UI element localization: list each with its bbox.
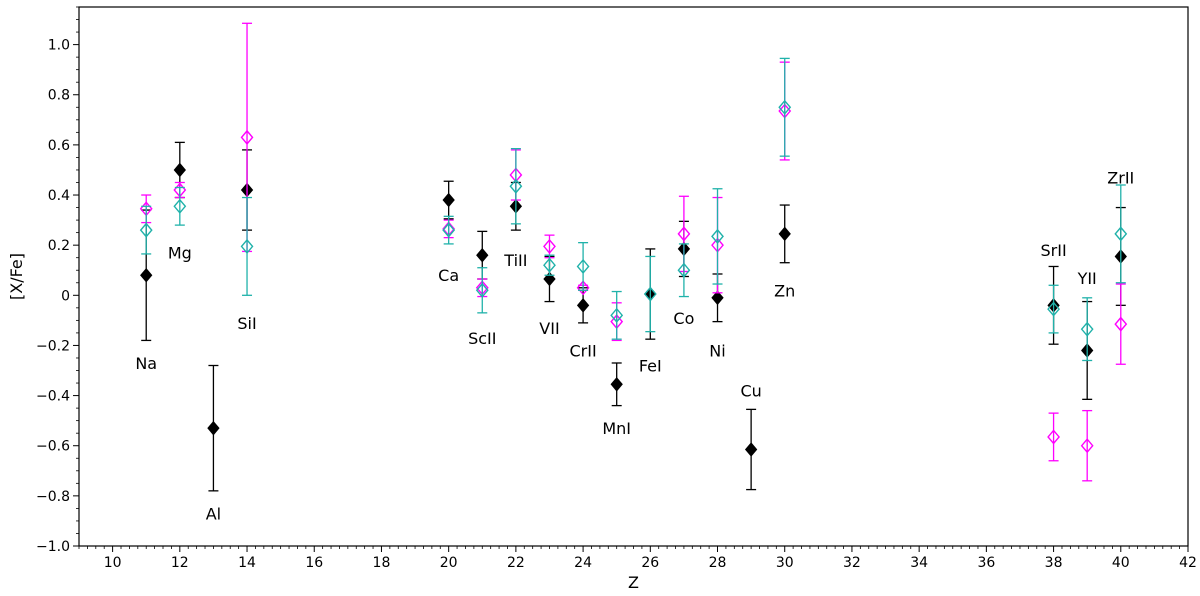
element-label-scii: ScII: [468, 329, 496, 348]
data-point-open-diamond: [643, 286, 657, 302]
element-label-co: Co: [673, 309, 694, 328]
element-label-zn: Zn: [774, 281, 795, 300]
element-label-al: Al: [206, 504, 221, 523]
element-label-na: Na: [135, 354, 157, 373]
element-label-sii: SiI: [237, 314, 256, 333]
data-point-open-diamond: [1047, 429, 1060, 445]
y-tick-label-2: −0.6: [36, 439, 70, 455]
plot-frame: [78, 6, 1189, 547]
x-tick-label-28: 28: [709, 555, 727, 571]
x-tick-label-42: 42: [1179, 555, 1197, 571]
data-point-open-diamond: [240, 129, 254, 145]
y-axis-title: [X/Fe]: [7, 253, 26, 300]
y-tick-label-0: −1.0: [36, 539, 70, 555]
element-label-fei: FeI: [639, 356, 662, 375]
plot-marks: [139, 22, 1128, 492]
data-point-open-diamond: [543, 238, 556, 254]
x-tick-label-26: 26: [641, 555, 659, 571]
element-label-mni: MnI: [602, 419, 631, 438]
x-tick-label-38: 38: [1045, 555, 1063, 571]
x-tick-label-36: 36: [977, 555, 995, 571]
data-point-open-diamond: [1080, 321, 1094, 337]
data-point-filled-diamond: [207, 420, 220, 436]
series-1: [139, 22, 1128, 482]
element-label-cu: Cu: [740, 382, 761, 401]
data-point-open-diamond: [677, 226, 691, 242]
data-point-open-diamond: [610, 307, 624, 323]
element-label-tiii: TiII: [503, 251, 527, 270]
data-point-filled-diamond: [711, 290, 724, 306]
series-0: [140, 141, 1127, 492]
x-tick-label-16: 16: [305, 555, 323, 571]
data-point-filled-diamond: [476, 247, 489, 263]
element-label-ca: Ca: [438, 266, 459, 285]
x-tick-label-14: 14: [238, 555, 256, 571]
y-tick-label-5: 0: [61, 288, 70, 304]
element-label-ni: Ni: [709, 341, 725, 360]
data-point-filled-diamond: [778, 226, 791, 242]
element-label-crii: CrII: [569, 341, 596, 360]
series-2: [139, 57, 1128, 362]
data-point-filled-diamond: [140, 267, 153, 283]
data-point-filled-diamond: [576, 298, 590, 313]
data-point-filled-diamond: [173, 162, 186, 178]
data-point-open-diamond: [1047, 301, 1060, 317]
data-point-open-diamond: [1080, 438, 1094, 454]
y-tick-label-3: −0.4: [36, 389, 70, 405]
element-label-vii: VII: [539, 319, 559, 338]
data-point-open-diamond: [711, 228, 724, 244]
y-tick-label-10: 1.0: [48, 38, 70, 54]
element-label-zrii: ZrII: [1107, 168, 1134, 187]
data-point-filled-diamond: [442, 192, 455, 208]
x-tick-label-34: 34: [910, 555, 928, 571]
data-point-open-diamond: [173, 198, 187, 214]
y-tick-label-6: 0.2: [48, 238, 70, 254]
data-point-open-diamond: [139, 222, 153, 238]
data-point-open-diamond: [1114, 316, 1128, 332]
y-tick-label-8: 0.6: [48, 138, 70, 154]
y-tick-label-4: −0.2: [36, 338, 70, 354]
y-tick-label-1: −0.8: [36, 489, 70, 505]
data-point-open-diamond: [442, 222, 456, 238]
x-tick-label-10: 10: [104, 555, 122, 571]
data-point-open-diamond: [475, 282, 489, 298]
data-point-open-diamond: [1114, 226, 1128, 242]
data-point-open-diamond: [576, 258, 590, 275]
x-tick-label-22: 22: [507, 555, 525, 571]
x-tick-label-18: 18: [373, 555, 391, 571]
data-point-filled-diamond: [744, 442, 758, 457]
x-tick-label-12: 12: [171, 555, 189, 571]
x-tick-label-30: 30: [776, 555, 794, 571]
x-axis-title: Z: [628, 573, 639, 592]
x-tick-label-20: 20: [440, 555, 458, 571]
data-point-open-diamond: [543, 257, 556, 273]
element-label-mg: Mg: [168, 244, 192, 263]
element-labels: Na Mg Al SiI Ca ScII TiII VII CrII MnI FeI Co Ni Cu Zn…: [135, 168, 1134, 523]
data-point-filled-diamond: [610, 377, 623, 392]
data-point-open-diamond: [677, 262, 691, 278]
x-tick-label-32: 32: [843, 555, 861, 571]
data-point-open-diamond: [576, 280, 590, 296]
element-label-srii: SrII: [1040, 241, 1066, 260]
data-point-open-diamond: [240, 238, 254, 254]
data-point-open-diamond: [509, 178, 523, 194]
element-label-yii: YII: [1077, 269, 1097, 288]
y-tick-label-9: 0.8: [48, 88, 70, 104]
x-tick-label-24: 24: [574, 555, 592, 571]
x-tick-label-40: 40: [1112, 555, 1130, 571]
axes: 10 12 14 16 18 20 22 24 26 28 30 32 34 36 38 40 42 −1.0 −0…: [36, 6, 1197, 571]
y-tick-label-7: 0.4: [48, 188, 70, 204]
data-point-open-diamond: [778, 99, 792, 115]
